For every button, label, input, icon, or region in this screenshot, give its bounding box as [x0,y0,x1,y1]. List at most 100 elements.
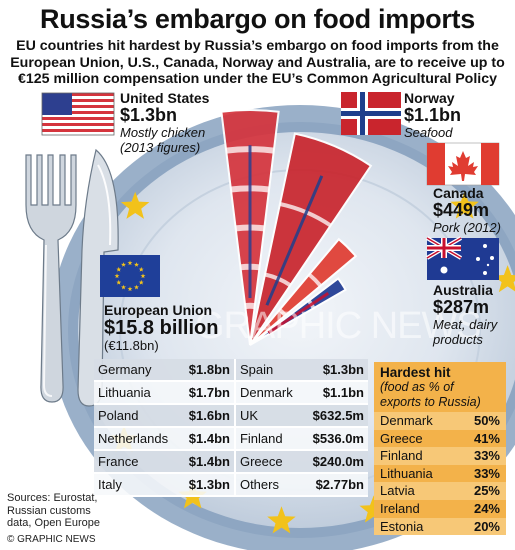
table-cell-value: $536.0m [302,427,368,451]
eu-flag-star [138,279,144,285]
country-note: products [433,332,483,347]
table-cell-value: $1.4bn [179,427,236,451]
knife-icon [77,148,119,407]
table-cell-country: Poland [94,404,180,428]
us-flag-stripe [42,105,114,108]
hardest-country: Greece [380,430,423,446]
eu-star-icon [267,506,296,534]
table-cell-value: $1.8bn [179,359,236,382]
table-cell-country: Greece [234,450,303,474]
list-item: Greece 41% [374,430,506,448]
norway-flag-icon [341,92,401,135]
hardest-value: 33% [473,465,500,481]
country-value: $1.1bn [404,105,462,125]
table-cell-country: Germany [94,359,180,382]
table-cell-country: France [94,450,180,474]
hardest-country: Denmark [380,413,433,428]
us-flag-stripe [42,129,114,132]
table-cell-value: $1.1bn [302,381,368,405]
hardest-country: Lithuania [380,465,433,481]
table-cell-country: Italy [94,473,180,497]
country-name: Canada [433,185,484,201]
hardest-country: Finland [380,448,423,464]
eu-title: European Union [104,302,213,318]
table-row: Poland $1.6bn UK $632.5m [94,404,368,428]
hardest-subtitle-line: exports to Russia) [380,395,481,409]
country-note: Meat, dairy [433,317,498,332]
hardest-subtitle-line: (food as % of [380,380,454,394]
country-wedges [220,109,373,346]
country-note: Pork (2012) [433,220,501,235]
label-australia: Australia $287m Meat, dairy products [433,283,498,348]
table-cell-country: Denmark [234,381,303,405]
table-row: Lithuania $1.7bn Denmark $1.1bn [94,381,368,405]
table-row: France $1.4bn Greece $240.0m [94,450,368,474]
eu-star-icon [450,191,479,219]
eu-star-icon [120,191,150,219]
list-item: Estonia 20% [374,517,506,536]
watermark: GRAPHIC NEWS [195,305,482,347]
hardest-country: Latvia [380,483,415,499]
table-cell-country: Finland [234,427,303,451]
eu-flag-star [127,286,133,292]
table-cell-country: Spain [234,359,303,382]
source-line: data, Open Europe [7,517,100,529]
eu-flag-star [116,279,122,285]
fork-icon [25,154,77,403]
country-value: $287m [433,297,490,317]
country-value: $1.3bn [120,105,178,125]
hardest-value: 33% [473,448,500,464]
us-flag-stripe [42,99,114,102]
eu-star-icon [493,265,515,293]
hardest-value: 24% [473,500,500,516]
eu-flag-star [121,262,126,267]
table-cell-country: UK [234,404,303,428]
australia-flag-icon [425,236,499,280]
sources: Sources: Eurostat, Russian customs data,… [7,492,100,530]
table-cell-value: $1.4bn [179,450,236,474]
wedge-australia [249,277,347,346]
us-flag-stripe [42,111,114,114]
list-item: Denmark 50% [374,412,506,430]
us-flag-icon [41,92,115,136]
list-item: Finland 33% [374,447,506,465]
page-title: Russia’s embargo on food imports [40,4,475,34]
hardest-list: Denmark 50% Greece 41% Finland 33% Lithuania 33… [374,412,506,536]
subtitle-line: EU countries hit hardest by Russia’s emb… [16,38,499,54]
country-value: $449m [433,200,490,220]
hardest-value: 20% [473,518,500,534]
eu-star-icon [359,495,388,523]
subtitle-line: €125 million compensation under the EU’s… [17,71,498,87]
label-norway: Norway $1.1bn Seafood [404,90,462,141]
hardest-country: Estonia [380,518,424,534]
table-cell-value: $1.3bn [179,473,236,497]
eu-flag-star [138,266,144,272]
canada-flag-icon [426,142,500,186]
label-united-states: United States $1.3bn Mostly chicken (201… [120,91,209,156]
table-row: Netherlands $1.4bn Finland $536.0m [94,427,368,451]
country-note: Seafood [404,125,453,140]
credit: © GRAPHIC NEWS [7,534,96,545]
label-european-union: European Union $15.8 billion (€11.8bn) [104,302,218,353]
table-cell-country: Lithuania [94,381,180,405]
eu-flag-icon [100,255,160,297]
subtitle: EU countries hit hardest by Russia’s emb… [6,38,509,88]
table-cell-value: $1.7bn [179,381,236,405]
wedge-united-states [220,109,280,346]
country-name: Norway [404,90,455,106]
label-canada: Canada $449m Pork (2012) [433,185,501,236]
table-cell-value: $1.6bn [179,404,236,428]
table-cell-country: Netherlands [94,427,180,451]
subtitle-line: European Union, U.S., Canada, Norway and… [10,54,505,71]
eu-flag-star [134,262,139,267]
eu-total: $15.8 billion [104,317,219,339]
table-row: Germany $1.8bn Spain $1.3bn [94,359,368,382]
list-item: Latvia 25% [374,482,506,500]
source-line: Russian customs [7,504,91,517]
table-row: Italy $1.3bn Others $2.77bn [94,473,368,497]
hardest-hit-panel: Hardest hit (food as % of exports to Rus… [374,362,506,536]
eu-total-euro: (€11.8bn) [104,338,159,353]
us-flag-stripe [42,123,114,126]
table-cell-value: $240.0m [302,450,368,474]
